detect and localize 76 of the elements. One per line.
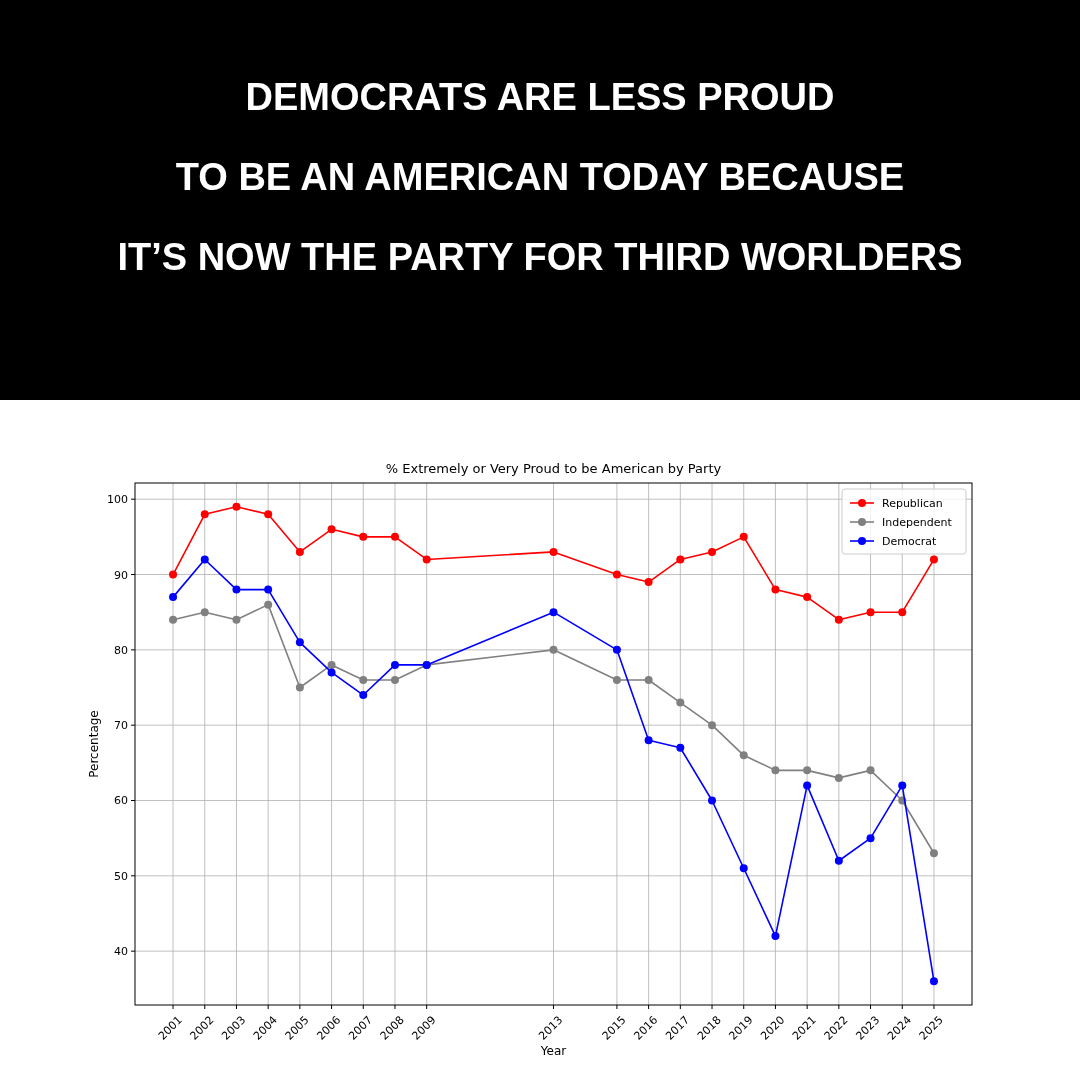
point xyxy=(390,532,399,541)
point xyxy=(739,532,748,541)
point xyxy=(264,510,273,519)
point xyxy=(200,608,209,617)
point xyxy=(169,615,178,624)
text: DEMOCRATS ARE LESS PROUD xyxy=(245,76,835,118)
point xyxy=(834,856,843,865)
legend-label: Democrat xyxy=(882,535,937,548)
point xyxy=(803,593,812,602)
legend-label: Republican xyxy=(882,497,943,510)
y-tick-label: 90 xyxy=(114,568,128,582)
text: TO BE AN AMERICAN TODAY BECAUSE xyxy=(175,156,905,198)
y-tick-label: 60 xyxy=(114,794,128,808)
point xyxy=(708,721,717,730)
point xyxy=(232,502,241,511)
y-axis-title: Percentage xyxy=(87,710,101,778)
point xyxy=(929,849,938,858)
y-tick-label: 50 xyxy=(114,869,128,883)
point xyxy=(834,773,843,782)
point xyxy=(200,510,209,519)
point xyxy=(169,570,178,579)
text: IT’S NOW THE PARTY FOR THIRD WORLDERS xyxy=(117,236,963,278)
point xyxy=(676,555,685,564)
y-tick-label: 80 xyxy=(114,643,128,657)
point xyxy=(200,555,209,564)
point xyxy=(771,585,780,594)
y-tick-label: 40 xyxy=(114,945,128,959)
point xyxy=(612,570,621,579)
point xyxy=(549,547,558,556)
point xyxy=(644,675,653,684)
point xyxy=(232,615,241,624)
point xyxy=(739,864,748,873)
point xyxy=(866,834,875,843)
point xyxy=(898,608,907,617)
point xyxy=(359,675,368,684)
point xyxy=(898,781,907,790)
point xyxy=(295,683,304,692)
point xyxy=(866,766,875,775)
point xyxy=(708,796,717,805)
point xyxy=(771,766,780,775)
point xyxy=(549,645,558,654)
point xyxy=(422,555,431,564)
point xyxy=(708,547,717,556)
point xyxy=(327,525,336,534)
point xyxy=(834,615,843,624)
point xyxy=(390,660,399,669)
point xyxy=(676,743,685,752)
y-tick-label: 100 xyxy=(107,493,128,507)
point xyxy=(771,932,780,941)
point xyxy=(232,585,241,594)
x-axis-title: Year xyxy=(539,1044,567,1058)
point xyxy=(803,766,812,775)
point xyxy=(612,645,621,654)
point xyxy=(359,691,368,700)
point xyxy=(327,660,336,669)
point xyxy=(549,608,558,617)
point xyxy=(327,668,336,677)
point xyxy=(612,675,621,684)
point xyxy=(295,638,304,647)
point xyxy=(390,675,399,684)
point xyxy=(169,593,178,602)
point xyxy=(929,977,938,986)
point xyxy=(803,781,812,790)
point xyxy=(295,547,304,556)
point xyxy=(739,751,748,760)
point xyxy=(644,578,653,587)
chart-title: % Extremely or Very Proud to be American by Party xyxy=(385,461,722,476)
y-tick-label: 70 xyxy=(114,719,128,733)
point xyxy=(264,600,273,609)
point xyxy=(644,736,653,745)
point xyxy=(676,698,685,707)
point xyxy=(359,532,368,541)
point xyxy=(264,585,273,594)
legend-label: Independent xyxy=(882,516,953,529)
point xyxy=(866,608,875,617)
point xyxy=(929,555,938,564)
